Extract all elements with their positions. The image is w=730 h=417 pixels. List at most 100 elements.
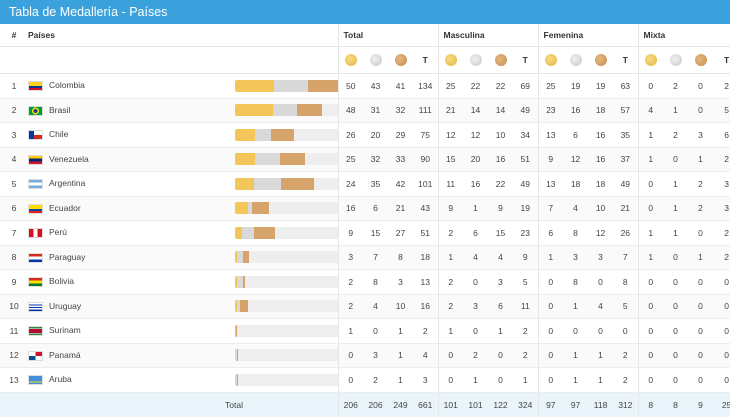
mixed-total-cell: 2 bbox=[713, 220, 730, 246]
table-row[interactable]: 6 Ecuador 16 6 21 43 9 1 9 19 7 4 10 21 0 1 2 3 bbox=[0, 196, 730, 221]
male-total-cell: 2 bbox=[513, 318, 539, 344]
male-silver-cell: 0 bbox=[463, 269, 488, 295]
total-total-cell: 16 bbox=[413, 294, 438, 319]
female-silver-cell: 12 bbox=[563, 147, 589, 172]
table-row[interactable]: 2 Brasil 48 31 32 111 21 14 14 49 23 16 18 57 4 1 0 5 bbox=[0, 98, 730, 123]
rank-cell: 4 bbox=[0, 147, 28, 172]
silver-bar-segment bbox=[236, 300, 240, 313]
country-cell: Colombia bbox=[28, 73, 225, 99]
female-total-cell: 2 bbox=[613, 343, 639, 368]
table-row[interactable]: 1 Colombia 50 43 41 134 25 22 22 69 25 19 19 63 0 2 0 2 bbox=[0, 73, 730, 99]
female-gold-cell: 0 bbox=[537, 269, 564, 295]
total-bronze-cell: 27 bbox=[388, 220, 413, 246]
mixed-silver-cell: 1 bbox=[663, 196, 689, 221]
medal-bar-cell bbox=[225, 73, 338, 99]
bronze-medal-icon bbox=[494, 54, 507, 66]
medal-distribution-bar bbox=[235, 128, 338, 141]
female-bronze-cell: 0 bbox=[588, 318, 614, 344]
male-bronze-cell: 14 bbox=[488, 98, 513, 123]
mixed-total-cell: 6 bbox=[713, 122, 730, 148]
female-bronze-cell: 1 bbox=[588, 367, 614, 393]
total-gold-cell: 9 bbox=[337, 220, 363, 246]
female-total-cell: 7 bbox=[613, 245, 639, 270]
female-gold-medal-icon-cell bbox=[537, 46, 564, 74]
male-total-cell: 49 bbox=[513, 171, 539, 197]
medal-bar-cell bbox=[225, 367, 338, 393]
country-cell: Paraguay bbox=[28, 245, 225, 270]
female-bronze-cell: 1 bbox=[588, 343, 614, 368]
table-row[interactable]: 12 Panamá 0 3 1 4 0 2 0 2 0 1 1 2 0 0 0 0 bbox=[0, 343, 730, 368]
totals-mixed-cell: 25 bbox=[713, 392, 730, 417]
table-row[interactable]: 10 Uruguay 2 4 10 16 2 3 6 11 0 1 4 5 0 0 0 0 bbox=[0, 294, 730, 319]
female-bronze-cell: 3 bbox=[588, 245, 614, 270]
female-gold-cell: 13 bbox=[537, 122, 564, 148]
table-row[interactable]: 8 Paraguay 3 7 8 18 1 4 4 9 1 3 3 7 1 0 1 2 bbox=[0, 245, 730, 270]
medal-bar-cell bbox=[225, 196, 338, 221]
male-bronze-cell: 0 bbox=[488, 343, 513, 368]
country-name: Surinam bbox=[49, 325, 81, 336]
country-name: Paraguay bbox=[49, 251, 86, 262]
totals-row: Total 206 206 249 661 101 101 122 324 97 97 118 312 8… bbox=[0, 392, 730, 417]
table-row[interactable]: 5 Argentina 24 35 42 101 11 16 22 49 13 18 18 49 0 1 2 3 bbox=[0, 171, 730, 197]
total-silver-cell: 4 bbox=[363, 294, 388, 319]
female-gold-cell: 1 bbox=[537, 245, 564, 270]
mixed-gold-cell: 0 bbox=[637, 318, 664, 344]
brasil-flag-icon bbox=[28, 105, 43, 116]
bronze-bar-segment bbox=[239, 300, 248, 313]
header-female: Femenina bbox=[537, 24, 639, 47]
mixed-bronze-cell: 3 bbox=[688, 122, 714, 148]
rank-cell: 3 bbox=[0, 122, 28, 148]
totals-mixed-cell: 8 bbox=[637, 392, 664, 417]
bronze-bar-segment bbox=[242, 275, 246, 288]
male-silver-cell: 12 bbox=[463, 122, 488, 148]
bolivia-flag-icon bbox=[28, 277, 43, 288]
male-silver-cell: 6 bbox=[463, 220, 488, 246]
male-silver-cell: 16 bbox=[463, 171, 488, 197]
total-total-cell: 4 bbox=[413, 343, 438, 368]
bronze-medal-icon bbox=[394, 54, 407, 66]
total-silver-cell: 8 bbox=[363, 269, 388, 295]
medal-distribution-bar bbox=[235, 300, 338, 313]
bronze-medal-icon bbox=[594, 54, 607, 66]
female-bronze-cell: 16 bbox=[588, 147, 614, 172]
male-bronze-cell: 15 bbox=[488, 220, 513, 246]
table-row[interactable]: 11 Surinam 1 0 1 2 1 0 1 2 0 0 0 0 0 0 0 0 bbox=[0, 318, 730, 344]
total-gold-cell: 0 bbox=[337, 367, 363, 393]
header-male: Masculina bbox=[437, 24, 539, 47]
total-total-cell: 75 bbox=[413, 122, 438, 148]
table-row[interactable]: 3 Chile 26 20 29 75 12 12 10 34 13 6 16 35 1 2 3 6 bbox=[0, 122, 730, 148]
male-gold-cell: 25 bbox=[437, 73, 463, 99]
male-gold-cell: 11 bbox=[437, 171, 463, 197]
header-country: Países bbox=[28, 24, 225, 47]
mixed-silver-cell: 0 bbox=[663, 245, 689, 270]
male-silver-cell: 3 bbox=[463, 294, 488, 319]
rank-cell: 6 bbox=[0, 196, 28, 221]
total-silver-cell: 43 bbox=[363, 73, 388, 99]
male-bronze-cell: 9 bbox=[488, 196, 513, 221]
aruba-flag-icon bbox=[28, 375, 43, 386]
gold-bar-segment bbox=[235, 324, 236, 337]
peru-flag-icon bbox=[28, 228, 43, 239]
total-gold-cell: 25 bbox=[337, 147, 363, 172]
total-gold-cell: 16 bbox=[337, 196, 363, 221]
mixed-silver-cell: 0 bbox=[663, 367, 689, 393]
male-gold-cell: 12 bbox=[437, 122, 463, 148]
mixed-gold-cell: 0 bbox=[637, 269, 664, 295]
medal-bar-cell bbox=[225, 98, 338, 123]
male-gold-cell: 2 bbox=[437, 220, 463, 246]
mixed-bronze-cell: 1 bbox=[688, 245, 714, 270]
medal-distribution-bar bbox=[235, 79, 338, 92]
mixed-total-cell: 0 bbox=[713, 343, 730, 368]
table-row[interactable]: 9 Bolivia 2 8 3 13 2 0 3 5 0 8 0 8 0 0 0 0 bbox=[0, 269, 730, 295]
male-gold-cell: 1 bbox=[437, 318, 463, 344]
total-gold-cell: 0 bbox=[337, 343, 363, 368]
rank-cell: 5 bbox=[0, 171, 28, 197]
male-total-cell: 69 bbox=[513, 73, 539, 99]
male-total-cell: 49 bbox=[513, 98, 539, 123]
medal-distribution-bar bbox=[235, 373, 338, 386]
table-row[interactable]: 4 Venezuela 25 32 33 90 15 20 16 51 9 12 16 37 1 0 1 2 bbox=[0, 147, 730, 172]
male-gold-cell: 2 bbox=[437, 294, 463, 319]
female-total-cell: 21 bbox=[613, 196, 639, 221]
table-row[interactable]: 7 Perú 9 15 27 51 2 6 15 23 6 8 12 26 1 1 0 2 bbox=[0, 220, 730, 246]
table-row[interactable]: 13 Aruba 0 2 1 3 0 1 0 1 0 1 1 2 0 0 0 0 bbox=[0, 367, 730, 393]
